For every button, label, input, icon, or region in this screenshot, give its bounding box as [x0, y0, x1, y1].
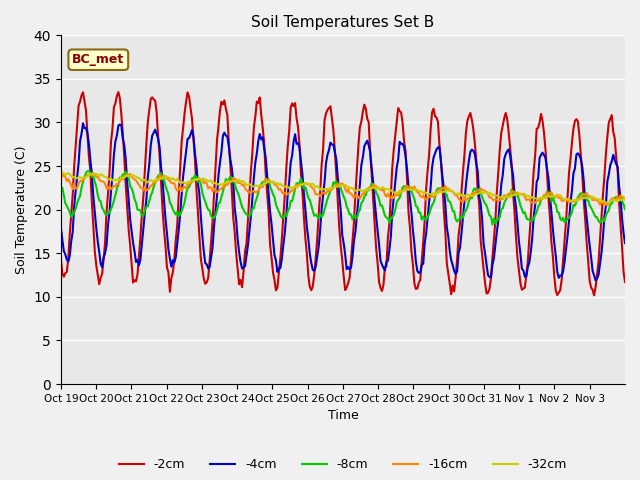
-2cm	[461, 152, 468, 157]
-4cm	[349, 253, 356, 259]
X-axis label: Time: Time	[328, 409, 358, 422]
-4cm	[621, 240, 629, 246]
-2cm	[76, 99, 84, 105]
-4cm	[95, 249, 103, 255]
-8cm	[488, 222, 496, 228]
-2cm	[57, 256, 65, 262]
Title: Soil Temperatures Set B: Soil Temperatures Set B	[252, 15, 435, 30]
-16cm	[620, 194, 627, 200]
-8cm	[461, 209, 468, 215]
-16cm	[95, 176, 103, 182]
-32cm	[57, 169, 65, 175]
-2cm	[620, 269, 627, 275]
-16cm	[621, 197, 629, 203]
Line: -2cm: -2cm	[61, 92, 625, 295]
-8cm	[76, 193, 84, 199]
Text: BC_met: BC_met	[72, 53, 124, 66]
Line: -4cm: -4cm	[61, 123, 625, 280]
Line: -8cm: -8cm	[61, 171, 625, 225]
-4cm	[79, 120, 87, 126]
-2cm	[545, 194, 552, 200]
-32cm	[602, 200, 610, 206]
-32cm	[618, 197, 626, 203]
-8cm	[57, 184, 65, 190]
-4cm	[76, 138, 84, 144]
-16cm	[76, 178, 84, 184]
-4cm	[545, 175, 552, 181]
-32cm	[76, 174, 84, 180]
-2cm	[115, 89, 122, 95]
-32cm	[621, 197, 629, 203]
Legend: -2cm, -4cm, -8cm, -16cm, -32cm: -2cm, -4cm, -8cm, -16cm, -32cm	[114, 453, 572, 476]
-32cm	[459, 192, 467, 197]
-8cm	[85, 168, 93, 174]
-16cm	[349, 193, 356, 199]
-32cm	[543, 193, 551, 199]
-2cm	[590, 292, 598, 298]
-16cm	[545, 192, 552, 197]
-2cm	[621, 279, 629, 285]
-16cm	[57, 171, 65, 177]
Line: -16cm: -16cm	[61, 174, 625, 205]
Line: -32cm: -32cm	[61, 172, 625, 203]
-4cm	[461, 197, 468, 203]
-4cm	[620, 230, 627, 236]
-8cm	[95, 197, 103, 203]
-8cm	[620, 201, 627, 207]
-16cm	[88, 171, 95, 177]
-16cm	[604, 202, 611, 208]
-32cm	[348, 185, 355, 191]
-16cm	[461, 194, 468, 200]
-2cm	[349, 237, 356, 243]
-32cm	[94, 172, 102, 178]
-4cm	[57, 225, 65, 231]
-8cm	[621, 206, 629, 212]
-2cm	[94, 272, 102, 277]
-8cm	[546, 190, 554, 195]
Y-axis label: Soil Temperature (C): Soil Temperature (C)	[15, 145, 28, 274]
-8cm	[349, 216, 356, 222]
-4cm	[592, 277, 600, 283]
